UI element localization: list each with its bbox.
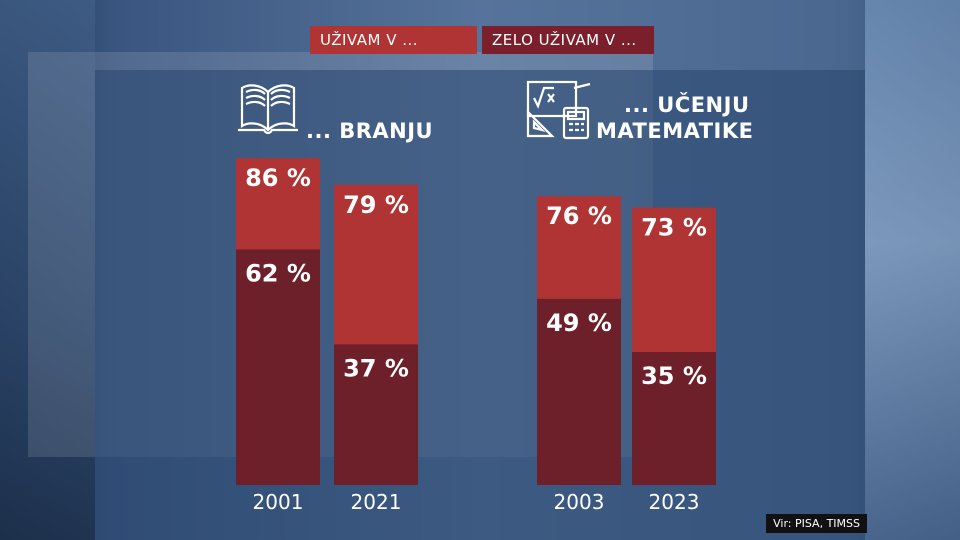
bar-enjoy-very-2023 [632,352,716,485]
book-icon [238,84,298,135]
label-enjoy-2003: 76 % [546,202,612,230]
group-title-reading: ... BRANJU [306,119,434,143]
legend-enjoy-very: ZELO UŽIVAM V ... [482,26,654,54]
x-tick-2003: 2003 [554,490,605,514]
label-enjoy-very-2001: 62 % [245,259,311,287]
background-left-strip [0,0,95,540]
source-label: Vir: PISA, TIMSS [766,514,867,533]
bar-enjoy-very-2021 [334,344,418,485]
label-enjoy-very-2021: 37 % [343,354,409,382]
x-tick-2023: 2023 [649,490,700,514]
legend-enjoy: UŽIVAM V ... [310,26,477,54]
bar-enjoy-very-2001 [236,249,320,485]
label-enjoy-very-2003: 49 % [546,309,612,337]
background-right-strip [865,0,960,540]
group-title-math-line1: ... UČENJU [624,93,750,117]
group-title-math-line2: MATEMATIKE [596,119,754,143]
bar-enjoy-very-2003 [537,298,621,485]
label-enjoy-2021: 79 % [343,191,409,219]
label-enjoy-2023: 73 % [641,214,707,242]
math-board-icon [526,80,591,140]
x-tick-2021: 2021 [351,490,402,514]
x-tick-2001: 2001 [253,490,304,514]
label-enjoy-very-2023: 35 % [641,362,707,390]
chart-panel [95,70,865,540]
label-enjoy-2001: 86 % [245,164,311,192]
